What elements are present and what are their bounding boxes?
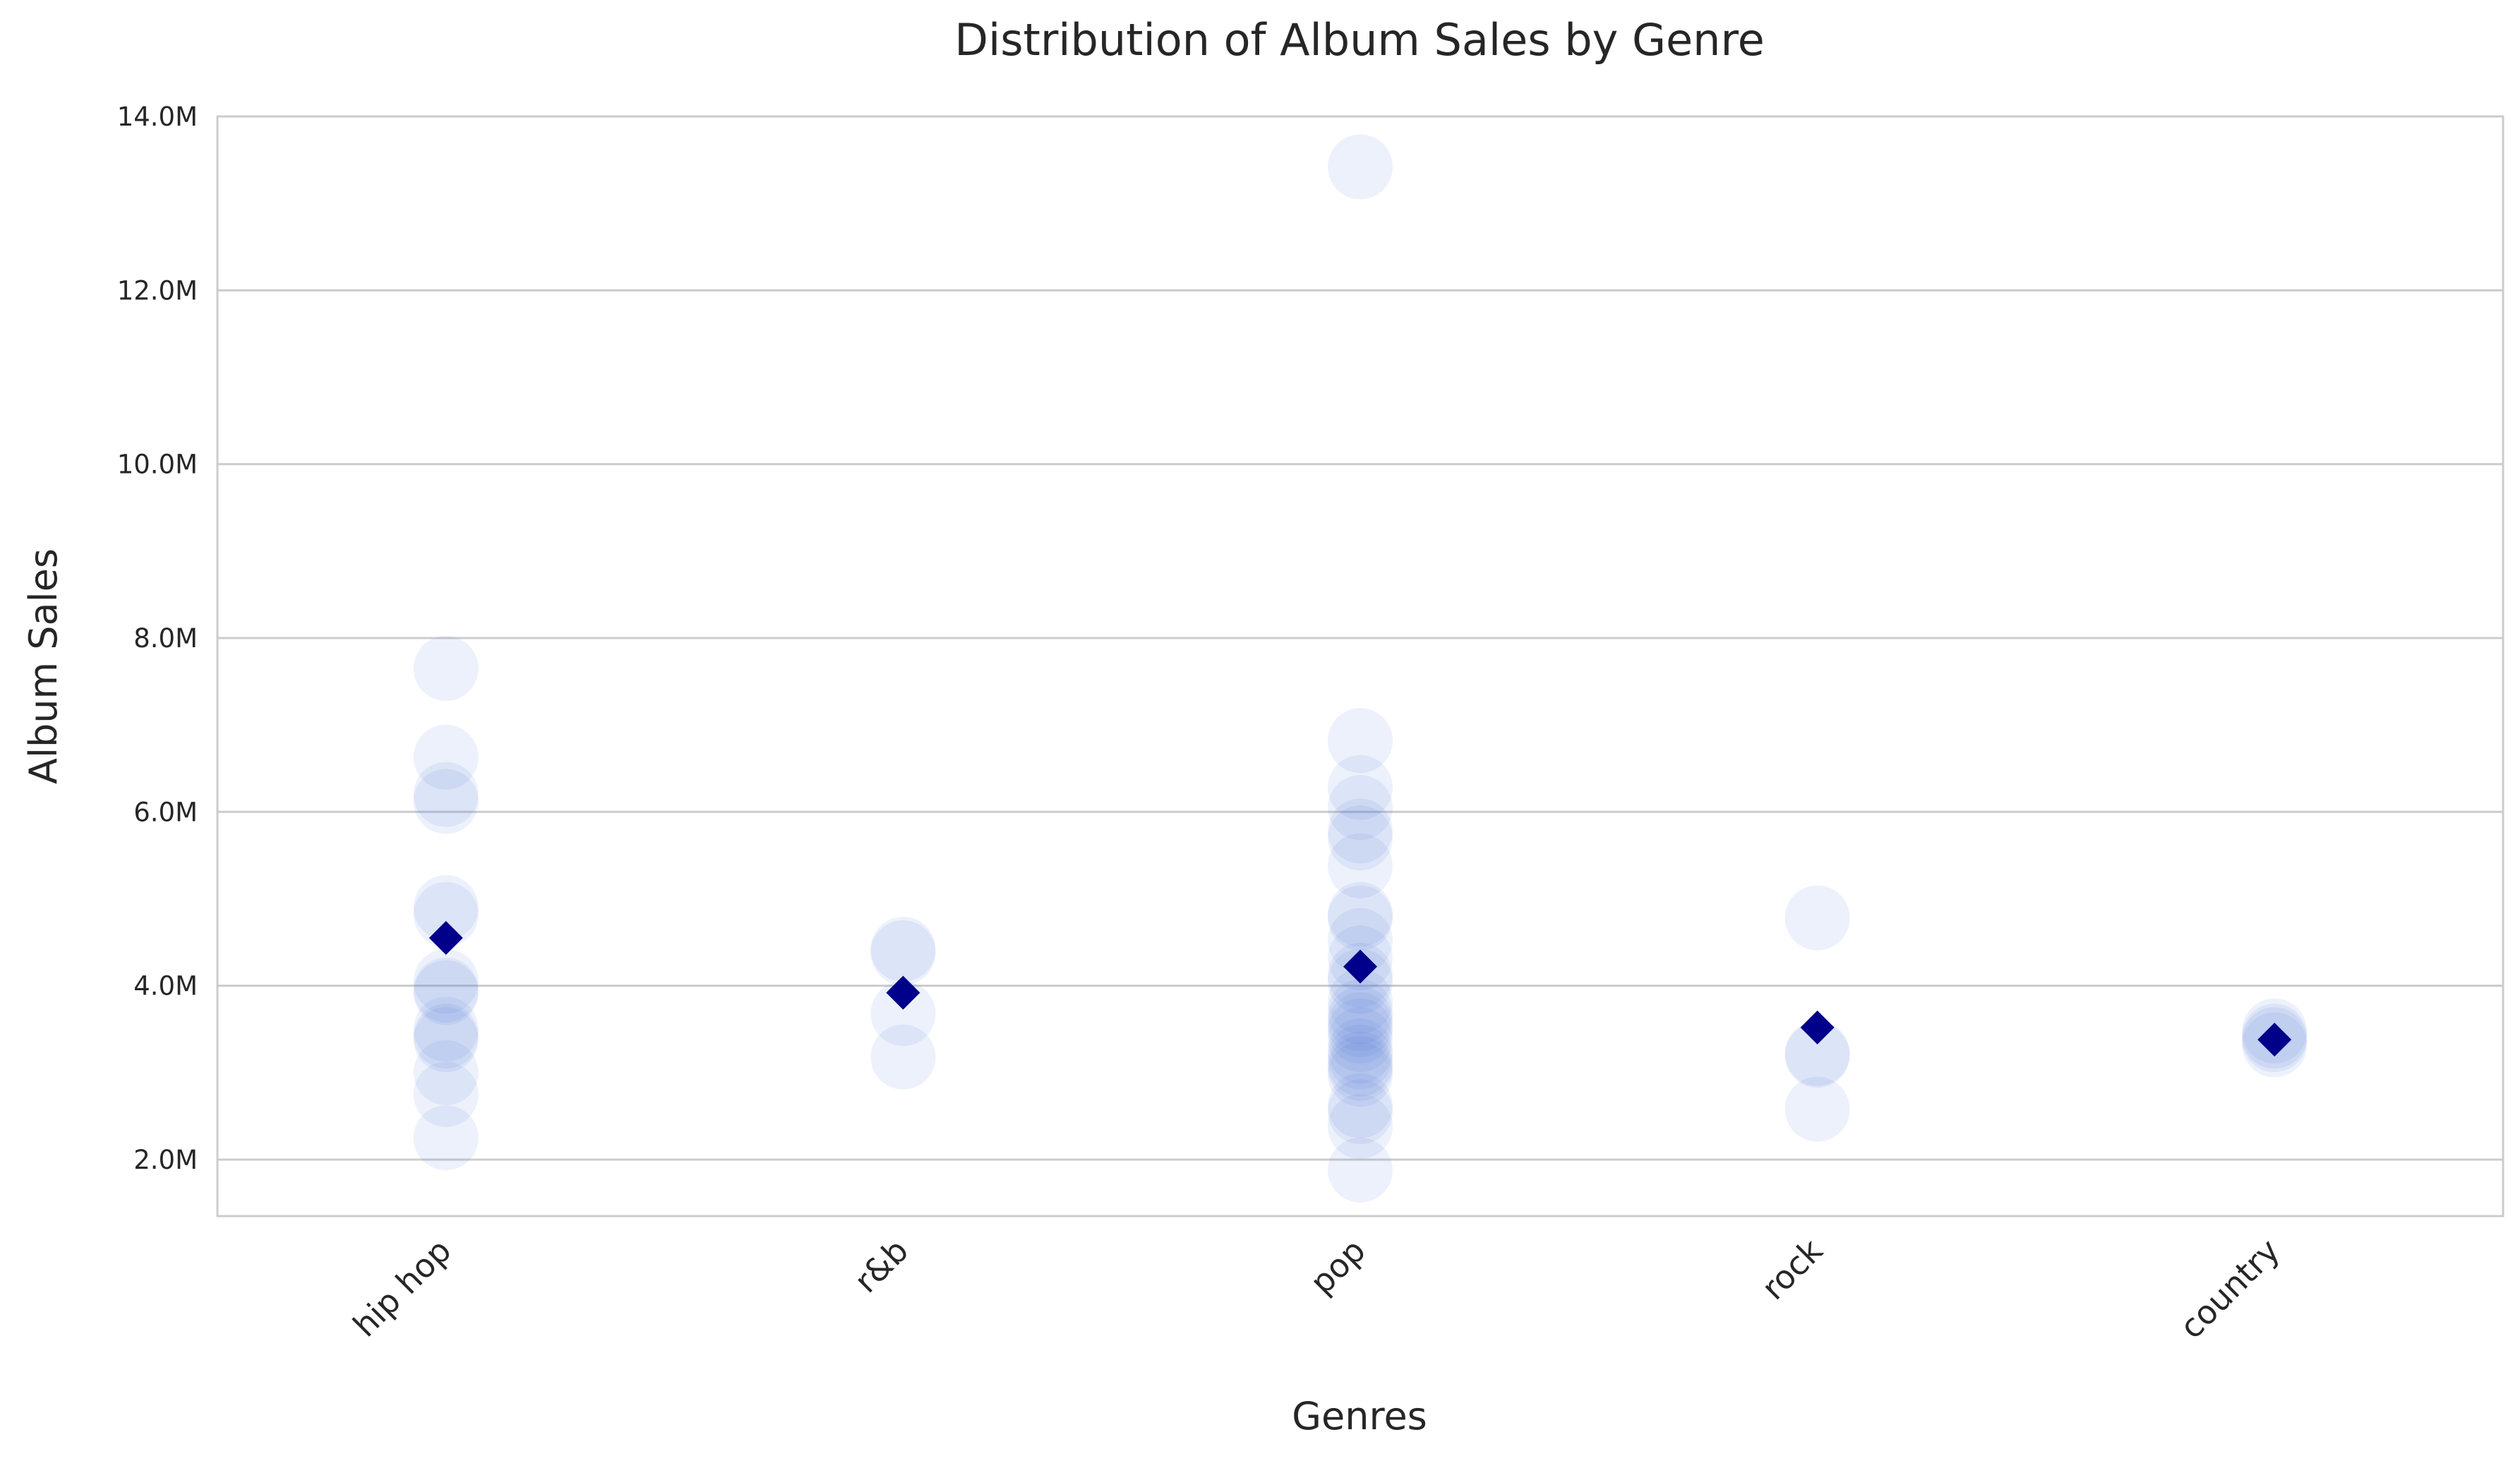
data-point	[1784, 1021, 1850, 1086]
mean-marker	[1343, 949, 1377, 984]
data-point	[870, 920, 936, 985]
plot-frame	[216, 115, 2504, 1218]
data-point	[1328, 1137, 1393, 1203]
data-point	[1328, 1042, 1393, 1107]
y-tick-label: 10.0M	[117, 450, 198, 480]
data-point	[1328, 1035, 1393, 1101]
chart-title: Distribution of Album Sales by Genre	[954, 14, 1765, 66]
data-point	[413, 949, 479, 1014]
y-axis-label: Album Sales	[21, 548, 66, 784]
data-point	[413, 1062, 479, 1127]
y-tick-label: 8.0M	[133, 623, 198, 654]
data-point	[1328, 885, 1393, 951]
data-point	[1328, 992, 1393, 1058]
data-point	[1328, 968, 1393, 1034]
mean-marker	[2257, 1022, 2292, 1057]
data-point	[1328, 833, 1393, 898]
data-point	[413, 1040, 479, 1105]
mean-marker	[1800, 1010, 1835, 1045]
data-point	[413, 1004, 479, 1069]
y-axis-ticks: 2.0M 4.0M 6.0M 8.0M 10.0M 12.0M 14.0M	[117, 102, 198, 1175]
x-axis-ticks: hip hop r&b pop rock country	[346, 1231, 2287, 1346]
x-axis-label: Genres	[1292, 1394, 1427, 1438]
x-tick-label: r&b	[847, 1232, 916, 1301]
data-point	[1328, 1079, 1393, 1145]
data-point	[1328, 805, 1393, 871]
data-point	[1328, 1031, 1393, 1097]
data-point	[870, 981, 936, 1047]
data-point	[1328, 1006, 1393, 1072]
y-tick-label: 6.0M	[133, 797, 198, 827]
x-tick-label: pop	[1302, 1232, 1372, 1301]
data-point	[413, 724, 479, 790]
data-point	[1328, 708, 1393, 774]
data-point	[1328, 775, 1393, 841]
data-point	[413, 762, 479, 827]
y-tick-label: 12.0M	[117, 275, 198, 306]
data-point	[1328, 798, 1393, 864]
data-point	[413, 769, 479, 834]
mean-marker	[886, 975, 920, 1010]
data-point	[870, 1024, 936, 1090]
x-tick-label: rock	[1754, 1231, 1830, 1307]
data-point	[413, 960, 479, 1026]
mean-markers	[428, 920, 2292, 1057]
data-point	[1328, 1024, 1393, 1090]
data-point	[1328, 134, 1393, 200]
data-point	[413, 882, 479, 947]
data-point	[1328, 754, 1393, 820]
data-point	[413, 874, 479, 940]
data-point	[1328, 1094, 1393, 1160]
data-point	[1328, 986, 1393, 1052]
data-point	[413, 997, 479, 1062]
data-point	[1328, 1018, 1393, 1083]
mean-marker	[428, 920, 463, 955]
data-point	[413, 1006, 479, 1072]
data-point	[1328, 998, 1393, 1064]
data-point	[1784, 1023, 1850, 1088]
data-point	[413, 636, 479, 702]
data-point	[1328, 979, 1393, 1045]
data-point	[1784, 1076, 1850, 1142]
data-point	[1328, 1073, 1393, 1138]
data-points	[413, 134, 2308, 1203]
x-tick-label: hip hop	[346, 1232, 459, 1345]
y-tick-label: 14.0M	[117, 102, 198, 132]
data-point	[413, 1105, 479, 1171]
data-point	[870, 916, 936, 982]
x-tick-label: country	[2172, 1232, 2287, 1347]
y-tick-label: 2.0M	[133, 1145, 198, 1175]
data-point	[1328, 882, 1393, 947]
y-tick-label: 4.0M	[133, 971, 198, 1002]
data-point	[1328, 908, 1393, 973]
data-point	[1784, 885, 1850, 951]
data-point	[413, 957, 479, 1023]
